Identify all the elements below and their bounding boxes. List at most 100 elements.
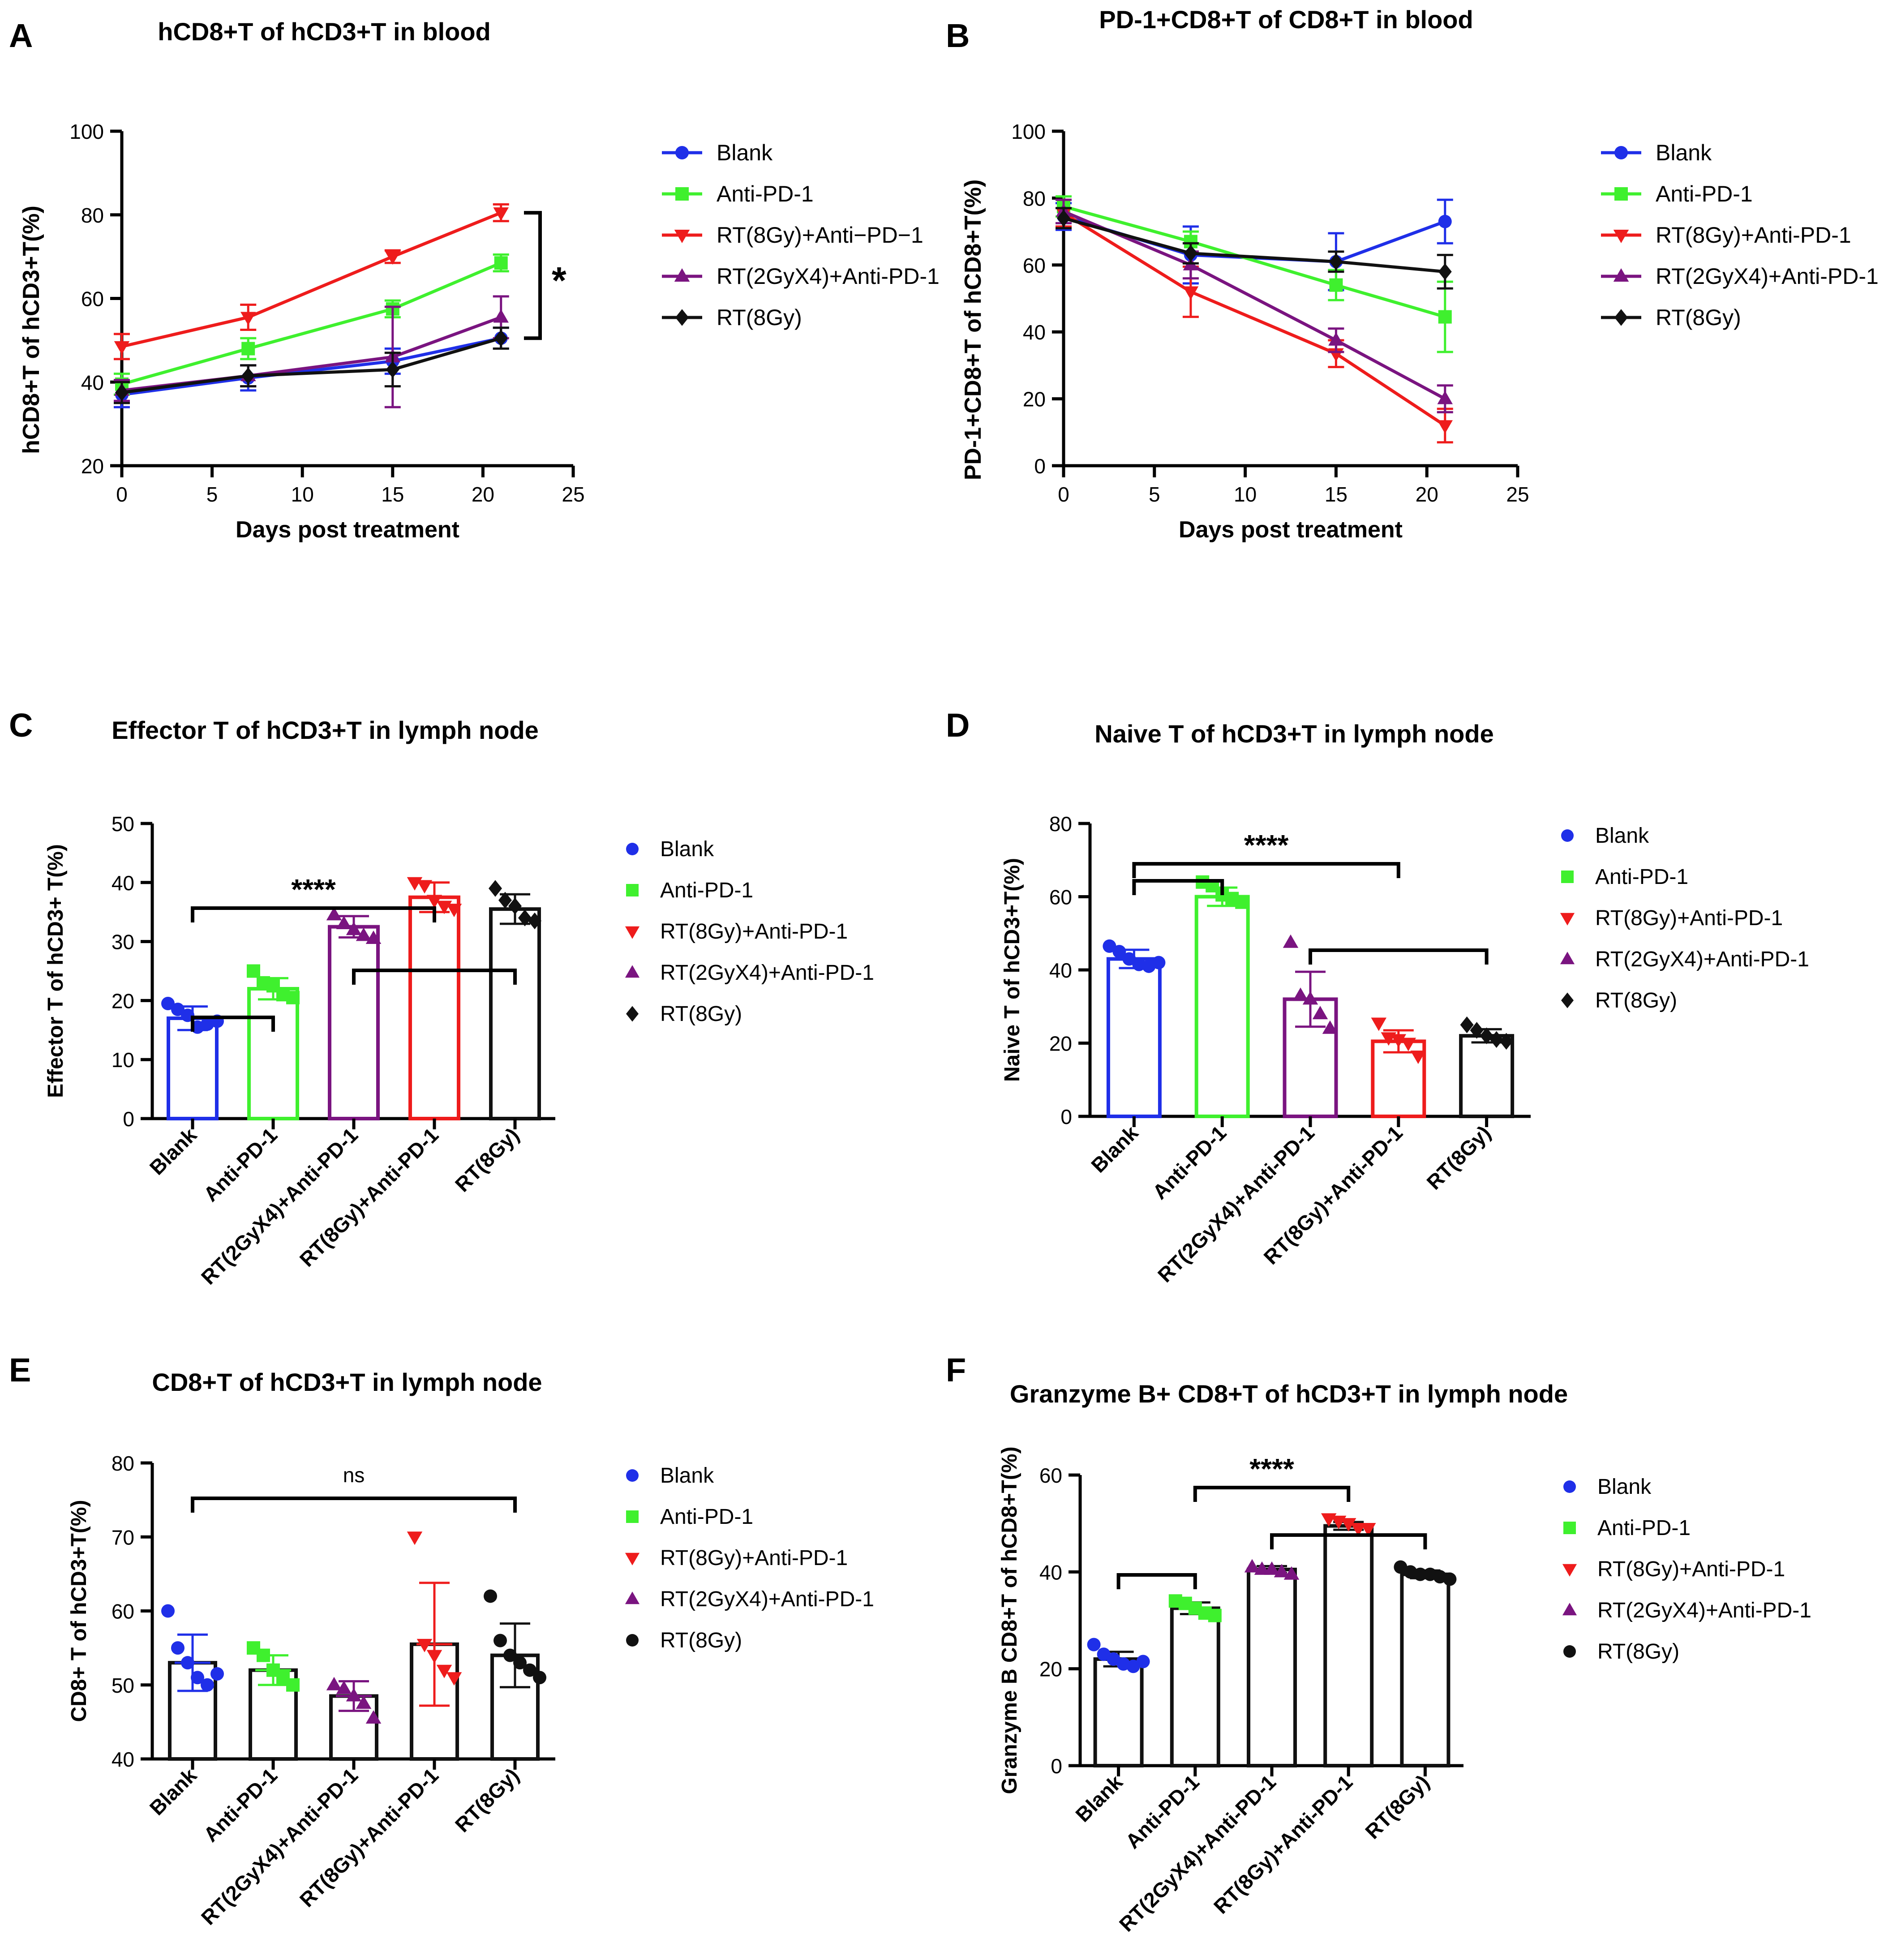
legend-marker — [1614, 187, 1628, 201]
data-point — [1371, 1017, 1387, 1031]
bar — [167, 1016, 219, 1120]
chart-title: Granzyme B+ CD8+T of hCD3+T in lymph nod… — [1010, 1380, 1568, 1408]
panel-d: D Naive T of hCD3+T in lymph node 0 20 40 60 8… — [946, 707, 1809, 1287]
x-tick-label: RT(2GyX4)+Anti-PD-1 — [1115, 1770, 1280, 1936]
y-tick-label: 80 — [112, 1452, 134, 1475]
significance-bracket — [191, 1016, 275, 1032]
data-point — [1460, 1016, 1474, 1034]
bar — [1194, 895, 1250, 1118]
data-point — [426, 1650, 442, 1664]
data-point — [508, 897, 522, 915]
y-tick-label: 80 — [1049, 812, 1072, 836]
data-point — [326, 1677, 342, 1690]
y-axis-label: Naive T of hCD3+T(%) — [1000, 858, 1024, 1082]
x-tick-label: Anti-PD-1 — [1148, 1121, 1231, 1204]
y-tick-label: 40 — [1049, 959, 1072, 982]
data-point — [1499, 1033, 1513, 1050]
y-tick-label: 40 — [112, 1748, 134, 1771]
significance-bracket — [1309, 948, 1489, 965]
data-point — [191, 1671, 204, 1685]
legend-marker — [675, 146, 689, 159]
legend-label: RT(8Gy)+Anti-PD-1 — [1597, 1557, 1785, 1581]
panel-c: C Effector T of hCD3+T in lymph node 0 10 20… — [9, 707, 874, 1289]
legend-label: RT(8Gy)+Anti-PD-1 — [1595, 906, 1783, 930]
data-point — [1360, 1523, 1376, 1536]
data-point — [356, 927, 372, 941]
data-point — [416, 1638, 433, 1652]
x-tick-label: RT(8Gy)+Anti-PD-1 — [295, 1123, 443, 1271]
y-tick-label: 0 — [1051, 1754, 1062, 1778]
legend-label: Blank — [660, 837, 714, 861]
significance-label: **** — [1249, 1453, 1294, 1485]
legend-label: RT(2GyX4)+Anti-PD-1 — [1597, 1599, 1811, 1622]
legend-marker — [625, 965, 640, 978]
data-point — [1283, 1566, 1300, 1580]
y-tick-label: 0 — [123, 1107, 134, 1131]
y-tick-label: 40 — [1023, 321, 1046, 344]
legend-label: RT(2GyX4)+Anti-PD-1 — [660, 1587, 874, 1611]
data-point — [326, 907, 342, 921]
panel-letter: D — [946, 707, 970, 744]
legend-marker — [625, 1553, 640, 1565]
significance-bracket — [352, 969, 517, 985]
y-tick-label: 30 — [112, 931, 134, 954]
data-point — [1292, 987, 1309, 1001]
y-tick-label: 80 — [1023, 187, 1046, 210]
significance-bracket — [1270, 1533, 1427, 1549]
x-tick-label: 15 — [381, 483, 404, 506]
legend-label: RT(8Gy) — [1595, 989, 1677, 1012]
data-point — [493, 309, 509, 323]
legend-marker — [1561, 871, 1574, 883]
data-point — [336, 916, 352, 930]
data-point — [446, 1672, 462, 1686]
data-point — [356, 1695, 372, 1709]
legend-marker — [674, 230, 690, 243]
x-tick-label: 5 — [1149, 483, 1160, 506]
significance-bracket — [1132, 879, 1224, 895]
significance-bracket — [1193, 1486, 1351, 1502]
data-point — [1274, 1564, 1290, 1578]
data-point — [386, 361, 399, 378]
series-line — [1063, 216, 1446, 274]
data-point — [365, 931, 382, 944]
y-axis-label: hCD8+T of hCD3+T(%) — [18, 206, 44, 454]
legend-marker — [1614, 309, 1628, 326]
x-tick-label: 0 — [116, 483, 128, 506]
data-point — [1136, 1655, 1150, 1668]
x-tick-label: 10 — [1234, 483, 1257, 506]
data-point — [1438, 263, 1452, 280]
data-point — [1480, 1027, 1493, 1044]
x-tick-label: Anti-PD-1 — [199, 1763, 282, 1846]
legend-label: RT(8Gy) — [1656, 305, 1741, 330]
x-tick-label: 10 — [291, 483, 314, 506]
y-tick-label: 80 — [81, 204, 104, 227]
data-point — [336, 1681, 352, 1694]
data-point — [1400, 1038, 1416, 1051]
significance-bracket — [1116, 1573, 1197, 1589]
data-point — [171, 1003, 185, 1016]
significance-label: **** — [291, 873, 336, 905]
y-tick-label: 60 — [1049, 886, 1072, 909]
significance-label: ns — [343, 1463, 365, 1487]
data-point — [1264, 1561, 1280, 1575]
chart-title: Naive T of hCD3+T in lymph node — [1094, 720, 1493, 748]
significance-bracket — [191, 906, 436, 922]
legend-label: RT(2GyX4)+Anti-PD-1 — [660, 961, 874, 985]
data-point — [523, 1663, 536, 1677]
data-point — [518, 909, 532, 926]
panel-e: E CD8+T of hCD3+T in lymph node 40 50 60 70 80… — [9, 1351, 874, 1930]
x-tick-label: RT(8Gy) — [451, 1123, 524, 1196]
bar — [247, 987, 299, 1121]
data-point — [240, 312, 256, 326]
legend-label: Blank — [717, 140, 773, 165]
x-tick-label: 5 — [206, 483, 218, 506]
panel-letter: F — [946, 1351, 966, 1389]
y-tick-label: 40 — [81, 371, 104, 394]
legend-label: RT(2GyX4)+Anti-PD-1 — [1656, 264, 1879, 289]
legend-marker — [1613, 230, 1629, 243]
legend-label: Anti-PD-1 — [1656, 181, 1753, 206]
legend-label: RT(2GyX4)+Anti-PD-1 — [1595, 948, 1809, 971]
data-point — [494, 330, 508, 347]
x-tick-label: RT(2GyX4)+Anti-PD-1 — [197, 1763, 362, 1929]
